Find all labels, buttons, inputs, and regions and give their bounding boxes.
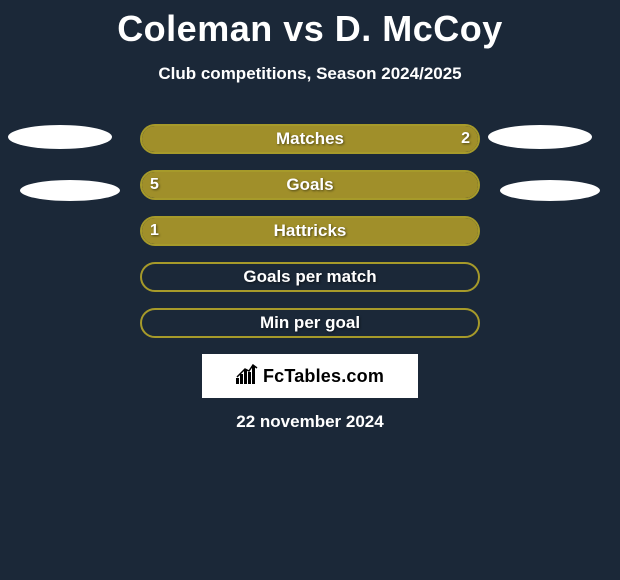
decorative-ellipse <box>488 125 592 149</box>
stat-row: Matches 2 <box>140 124 480 154</box>
decorative-ellipse <box>8 125 112 149</box>
logo-text: FcTables.com <box>263 366 384 387</box>
decorative-ellipse <box>20 180 120 201</box>
stat-row: Goals 5 <box>140 170 480 200</box>
comparison-container: Coleman vs D. McCoy Club competitions, S… <box>0 0 620 432</box>
stat-label: Goals per match <box>243 267 376 287</box>
date-text: 22 november 2024 <box>0 412 620 432</box>
page-title: Coleman vs D. McCoy <box>0 8 620 50</box>
stat-label: Matches <box>276 129 344 149</box>
stat-value-right: 2 <box>461 130 470 148</box>
stats-rows: Matches 2 Goals 5 Hattricks 1 Goals per match M… <box>140 124 480 338</box>
stat-label: Hattricks <box>274 221 347 241</box>
logo-icon <box>236 364 258 389</box>
stat-row: Min per goal <box>140 308 480 338</box>
subtitle: Club competitions, Season 2024/2025 <box>0 64 620 84</box>
decorative-ellipse <box>500 180 600 201</box>
stat-label: Goals <box>286 175 333 195</box>
stat-value-left: 5 <box>150 176 159 194</box>
stat-row: Hattricks 1 <box>140 216 480 246</box>
stat-row: Goals per match <box>140 262 480 292</box>
stat-value-left: 1 <box>150 222 159 240</box>
logo-box: FcTables.com <box>202 354 418 398</box>
stat-label: Min per goal <box>260 313 360 333</box>
